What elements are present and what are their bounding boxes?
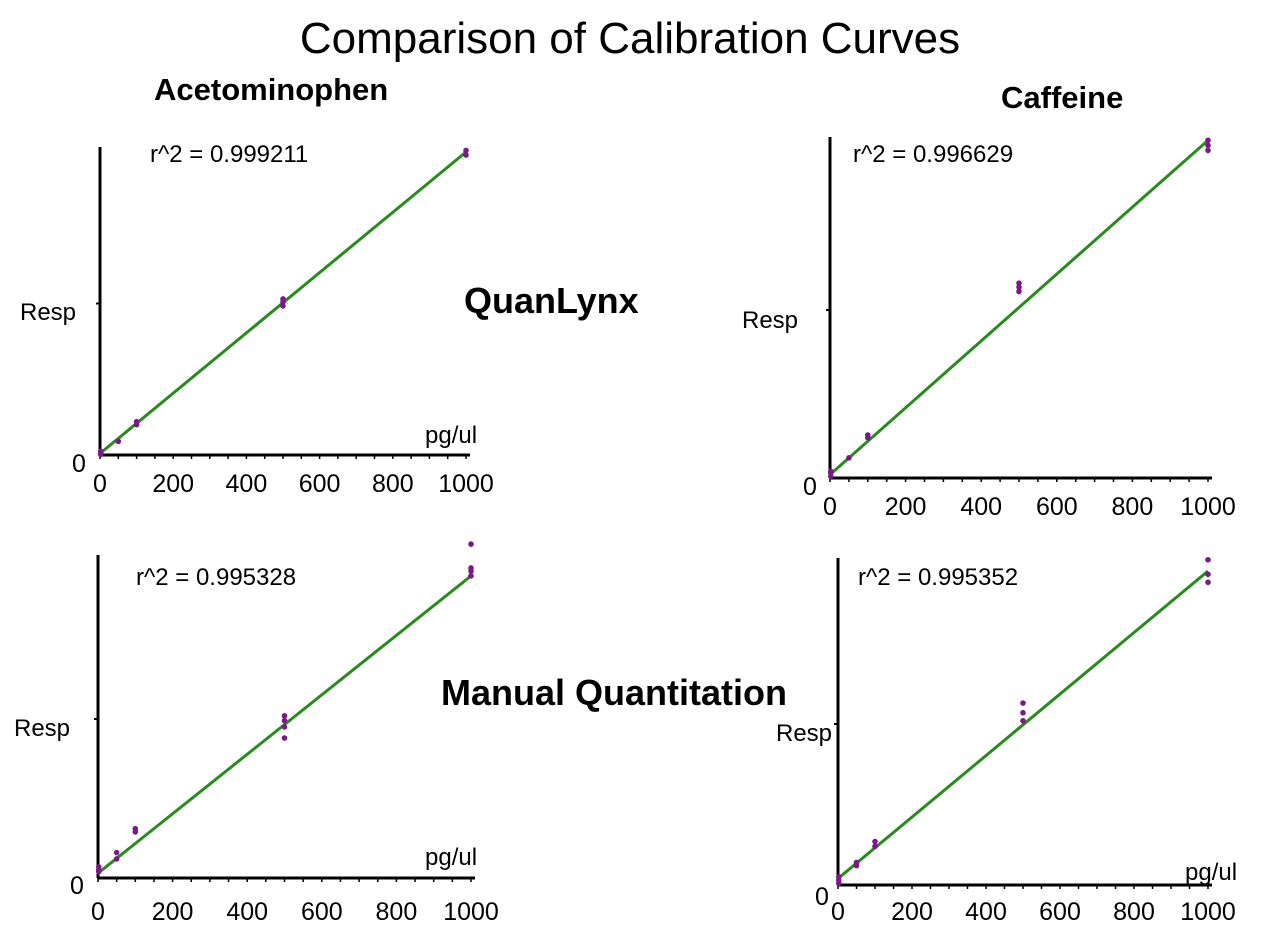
data-point xyxy=(1016,280,1022,286)
data-point xyxy=(846,455,852,461)
x-tick-label: 600 xyxy=(299,470,341,498)
y-axis-label: Resp xyxy=(20,299,76,326)
x-tick-label: 1000 xyxy=(1180,898,1236,926)
data-point xyxy=(113,856,120,862)
x-tick-label: 200 xyxy=(891,898,933,926)
data-point xyxy=(835,874,842,880)
data-point xyxy=(281,735,288,741)
data-point xyxy=(1016,288,1022,295)
y-tick-label: 0 xyxy=(803,473,817,501)
x-tick-label: 800 xyxy=(1112,493,1154,521)
x-tick-label: 400 xyxy=(226,898,268,926)
data-point xyxy=(468,565,474,571)
column-title-acetominophen: Acetominophen xyxy=(154,72,389,107)
chart-panel-1: 0 200 400 600 800 1000 0 Resp pg/ul r^2 = 0.99921… xyxy=(20,141,494,498)
x-tick-label: 200 xyxy=(152,898,194,926)
fit-line xyxy=(837,569,1209,880)
data-point xyxy=(113,849,120,856)
x-axis-label: pg/ul xyxy=(1185,859,1237,886)
data-point xyxy=(463,147,469,154)
data-point xyxy=(1205,142,1211,149)
x-tick-label: 600 xyxy=(301,898,343,926)
data-point xyxy=(115,438,122,445)
data-point xyxy=(1205,556,1211,563)
x-tick-label: 0 xyxy=(93,470,107,498)
data-point xyxy=(281,713,288,719)
x-tick-label: 800 xyxy=(376,898,418,926)
data-point xyxy=(97,448,104,455)
x-tick-label: 1000 xyxy=(443,898,499,926)
data-point xyxy=(280,296,286,302)
r-squared-annotation: r^2 = 0.999211 xyxy=(150,141,308,168)
data-point xyxy=(281,717,288,724)
x-tick-label: 0 xyxy=(831,898,845,926)
x-tick-label: 400 xyxy=(965,898,1007,926)
r-squared-annotation: r^2 = 0.995352 xyxy=(858,564,1018,591)
data-point xyxy=(468,573,474,579)
x-tick-label: 600 xyxy=(1036,493,1078,521)
data-point xyxy=(1020,709,1026,716)
y-axis-label: Resp xyxy=(742,307,798,334)
row-label-quanlynx: QuanLynx xyxy=(464,280,639,321)
data-point xyxy=(853,859,860,866)
column-title-caffeine: Caffeine xyxy=(1001,80,1124,115)
r-squared-annotation: r^2 = 0.996629 xyxy=(853,141,1013,168)
data-point xyxy=(463,152,469,158)
data-point xyxy=(95,864,102,870)
x-tick-label: 0 xyxy=(823,493,837,521)
y-tick-label: 0 xyxy=(70,872,84,900)
y-tick-label: 0 xyxy=(72,450,86,478)
data-point xyxy=(1016,284,1022,290)
x-tick-label: 800 xyxy=(372,470,414,498)
chart-panel-3: 0 200 400 600 800 1000 0 Resp pg/ul r^2 = 0.99532… xyxy=(14,541,499,926)
data-point xyxy=(132,825,139,832)
data-point xyxy=(281,724,288,730)
data-point xyxy=(468,541,474,547)
row-label-manual-quantitation: Manual Quantitation xyxy=(441,672,787,713)
y-tick-label: 0 xyxy=(815,883,829,911)
data-point xyxy=(865,432,871,438)
data-point xyxy=(1205,571,1211,578)
data-point xyxy=(133,418,140,425)
chart-panel-4: 0 200 400 600 800 1000 0 Resp pg/ul r^2 = 0.99535… xyxy=(776,556,1237,926)
x-tick-label: 800 xyxy=(1113,898,1155,926)
x-tick-label: 0 xyxy=(91,898,105,926)
x-tick-label: 200 xyxy=(885,493,927,521)
y-axis-label: Resp xyxy=(14,715,70,742)
x-tick-label: 600 xyxy=(1039,898,1081,926)
data-point xyxy=(1205,137,1211,144)
x-tick-label: 1000 xyxy=(1180,493,1236,521)
chart-panel-2: 0 200 400 600 800 1000 0 Resp r^2 = 0.996629 xyxy=(742,137,1236,521)
x-axis-label: pg/ul xyxy=(425,844,477,871)
y-axis-label: Resp xyxy=(776,720,832,747)
x-tick-label: 400 xyxy=(226,470,268,498)
data-point xyxy=(872,838,878,845)
x-tick-label: 400 xyxy=(960,493,1002,521)
data-point xyxy=(1020,717,1026,724)
data-point xyxy=(872,843,878,850)
x-tick-label: 1000 xyxy=(438,470,494,498)
x-axis-label: pg/ul xyxy=(425,422,477,449)
data-point xyxy=(1020,700,1026,706)
data-point xyxy=(1205,579,1211,586)
data-point xyxy=(827,468,834,475)
data-point xyxy=(280,303,286,309)
x-tick-label: 200 xyxy=(152,470,194,498)
r-squared-annotation: r^2 = 0.995328 xyxy=(136,564,296,591)
main-title: Comparison of Calibration Curves xyxy=(299,14,961,63)
fit-line xyxy=(829,139,1209,476)
data-point xyxy=(1205,147,1211,154)
